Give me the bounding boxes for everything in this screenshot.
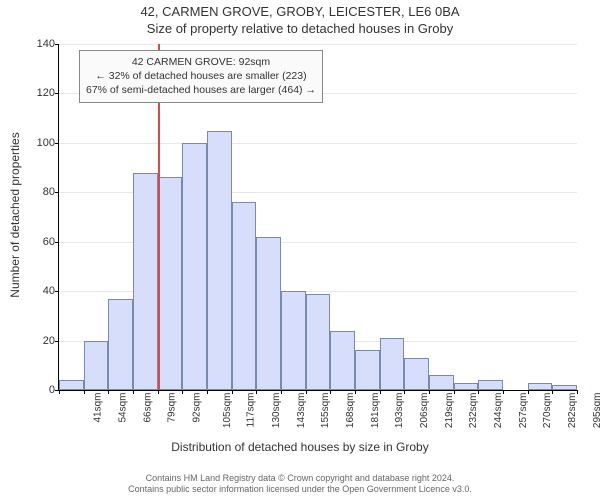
- x-tick-mark: [108, 390, 109, 394]
- histogram-bar: [330, 331, 355, 390]
- y-tick-mark: [55, 341, 59, 342]
- x-tick-label: 79sqm: [167, 393, 178, 423]
- histogram-bar: [404, 358, 429, 390]
- annotation-box: 42 CARMEN GROVE: 92sqm ← 32% of detached…: [79, 50, 323, 103]
- x-tick-label: 41sqm: [93, 393, 104, 423]
- annotation-line1: 42 CARMEN GROVE: 92sqm: [86, 55, 316, 69]
- x-tick-mark: [380, 390, 381, 394]
- y-axis-label: Number of detached properties: [8, 132, 22, 297]
- title-subtitle: Size of property relative to detached ho…: [0, 21, 600, 36]
- y-tick-label: 100: [27, 137, 55, 149]
- chart-header: 42, CARMEN GROVE, GROBY, LEICESTER, LE6 …: [0, 0, 600, 36]
- x-tick-label: 244sqm: [493, 393, 504, 429]
- x-tick-mark: [330, 390, 331, 394]
- y-tick-mark: [55, 291, 59, 292]
- x-tick-mark: [232, 390, 233, 394]
- x-tick-label: 130sqm: [271, 393, 282, 429]
- x-tick-label: 143sqm: [296, 393, 307, 429]
- histogram-bar: [108, 299, 133, 390]
- x-tick-label: 181sqm: [370, 393, 381, 429]
- x-tick-label: 219sqm: [444, 393, 455, 429]
- title-address: 42, CARMEN GROVE, GROBY, LEICESTER, LE6 …: [0, 4, 600, 19]
- x-tick-label: 117sqm: [246, 393, 257, 428]
- plot-area: 02040608010012014041sqm54sqm66sqm79sqm92…: [58, 44, 577, 391]
- x-tick-label: 257sqm: [518, 393, 529, 429]
- x-tick-mark: [478, 390, 479, 394]
- y-tick-label: 140: [27, 38, 55, 50]
- histogram-bar: [429, 375, 454, 390]
- x-tick-label: 295sqm: [592, 393, 600, 429]
- annotation-line3: 67% of semi-detached houses are larger (…: [86, 83, 316, 97]
- x-tick-mark: [133, 390, 134, 394]
- x-tick-label: 206sqm: [419, 393, 430, 429]
- x-tick-mark: [207, 390, 208, 394]
- y-tick-mark: [55, 143, 59, 144]
- annotation-line2: ← 32% of detached houses are smaller (22…: [86, 69, 316, 83]
- histogram-bar: [182, 143, 207, 390]
- x-tick-mark: [355, 390, 356, 394]
- x-tick-label: 54sqm: [118, 393, 129, 423]
- x-tick-label: 66sqm: [142, 393, 153, 423]
- histogram-bar: [355, 350, 380, 390]
- x-tick-mark: [306, 390, 307, 394]
- x-tick-label: 282sqm: [567, 393, 578, 429]
- x-tick-label: 193sqm: [394, 393, 405, 429]
- x-tick-label: 168sqm: [345, 393, 356, 429]
- grid-line: [59, 44, 577, 45]
- y-tick-mark: [55, 93, 59, 94]
- y-tick-label: 20: [27, 335, 55, 347]
- histogram-bar: [380, 338, 405, 390]
- y-tick-label: 0: [27, 384, 55, 396]
- x-tick-label: 105sqm: [222, 393, 233, 429]
- x-tick-mark: [528, 390, 529, 394]
- x-tick-mark: [577, 390, 578, 394]
- histogram-bar: [256, 237, 281, 390]
- x-tick-mark: [84, 390, 85, 394]
- histogram-bar: [281, 291, 306, 390]
- histogram-bar: [306, 294, 331, 390]
- x-tick-label: 92sqm: [192, 393, 203, 423]
- footer: Contains HM Land Registry data © Crown c…: [0, 473, 600, 496]
- x-tick-mark: [256, 390, 257, 394]
- x-tick-mark: [182, 390, 183, 394]
- y-tick-label: 60: [27, 236, 55, 248]
- x-tick-mark: [404, 390, 405, 394]
- x-tick-mark: [59, 390, 60, 394]
- x-tick-mark: [429, 390, 430, 394]
- x-tick-mark: [158, 390, 159, 394]
- x-tick-mark: [454, 390, 455, 394]
- x-tick-label: 155sqm: [320, 393, 331, 429]
- histogram-bar: [528, 383, 553, 390]
- y-tick-mark: [55, 44, 59, 45]
- histogram-bar: [59, 380, 84, 390]
- x-tick-mark: [552, 390, 553, 394]
- histogram-bar: [133, 173, 158, 390]
- y-tick-label: 40: [27, 285, 55, 297]
- footer-line1: Contains HM Land Registry data © Crown c…: [0, 473, 600, 485]
- grid-line: [59, 143, 577, 144]
- y-tick-label: 80: [27, 186, 55, 198]
- histogram-bar: [478, 380, 503, 390]
- x-tick-label: 270sqm: [542, 393, 553, 429]
- footer-line2: Contains public sector information licen…: [0, 484, 600, 496]
- y-tick-mark: [55, 192, 59, 193]
- x-axis-label: Distribution of detached houses by size …: [0, 440, 600, 454]
- histogram-bar: [84, 341, 109, 390]
- x-tick-label: 232sqm: [468, 393, 479, 429]
- x-tick-mark: [503, 390, 504, 394]
- histogram-bar: [552, 385, 577, 390]
- histogram-bar: [207, 131, 232, 391]
- y-tick-label: 120: [27, 87, 55, 99]
- x-tick-mark: [281, 390, 282, 394]
- y-tick-mark: [55, 242, 59, 243]
- chart-container: 42, CARMEN GROVE, GROBY, LEICESTER, LE6 …: [0, 0, 600, 500]
- histogram-bar: [454, 383, 479, 390]
- histogram-bar: [158, 177, 183, 390]
- histogram-bar: [232, 202, 257, 390]
